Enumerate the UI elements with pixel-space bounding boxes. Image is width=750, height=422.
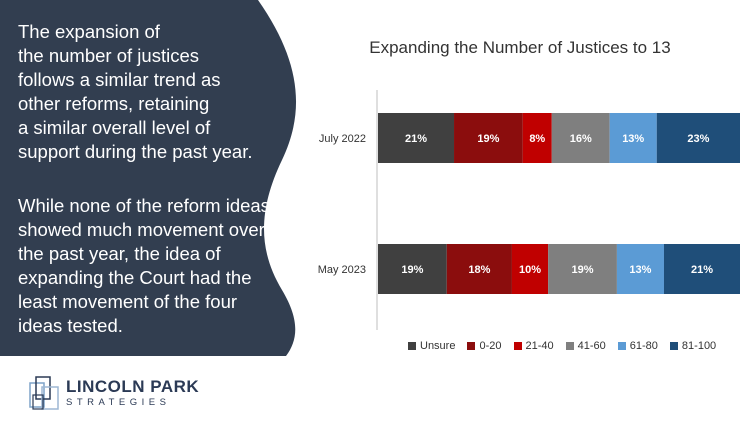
data-label: 16% xyxy=(570,133,592,145)
bar-segment xyxy=(548,244,617,294)
data-label: 8% xyxy=(529,133,545,145)
bar-segment xyxy=(616,244,664,294)
chart-legend: Unsure 0-20 21-40 41-60 61-80 81-100 xyxy=(408,340,716,352)
legend-swatch xyxy=(467,342,476,350)
legend-label: 41-60 xyxy=(577,340,606,352)
logo-name: LINCOLN PARK xyxy=(66,377,200,396)
data-label: 18% xyxy=(468,264,490,276)
text-panel-background xyxy=(0,0,297,356)
data-label: 21% xyxy=(405,133,427,145)
text-line: support during the past year. xyxy=(18,141,253,162)
bar-segment xyxy=(378,244,447,294)
legend-swatch xyxy=(513,342,522,350)
data-label: 19% xyxy=(477,133,499,145)
bar-segment xyxy=(446,244,512,294)
text-line: The expansion of xyxy=(18,21,160,42)
legend-item: 61-80 xyxy=(617,340,658,352)
legend-item: 41-60 xyxy=(565,340,606,352)
bar-segment xyxy=(522,113,552,163)
text-line: ideas tested. xyxy=(18,315,123,336)
bar-segment xyxy=(378,113,455,163)
legend-item: 0-20 xyxy=(467,340,502,352)
summary-paragraph-1: The expansion of the number of justices … xyxy=(18,20,288,164)
text-line: the number of justices xyxy=(18,45,199,66)
data-label: 19% xyxy=(401,264,423,276)
bar-segment xyxy=(609,113,657,163)
bar-segment xyxy=(551,113,610,163)
data-label: 21% xyxy=(691,264,713,276)
bar-segment xyxy=(454,113,523,163)
text-line: the past year, the idea of xyxy=(18,243,221,264)
summary-paragraph-2: While none of the reform ideas showed mu… xyxy=(18,194,288,338)
text-line: a similar overall level of xyxy=(18,117,211,138)
text-line: least movement of the four xyxy=(18,291,238,312)
legend-item: 21-40 xyxy=(513,340,554,352)
legend-item: Unsure xyxy=(408,340,455,352)
data-label: 13% xyxy=(622,133,644,145)
data-label: 10% xyxy=(519,264,541,276)
stacked-bar-chart: July 2022 21% 19% 8% 16% 13% 23% May 2023 19% 18%… xyxy=(318,90,740,330)
legend-swatch xyxy=(669,342,678,350)
bar-segment xyxy=(656,113,740,163)
legend-label: 0-20 xyxy=(479,340,502,352)
text-line: showed much movement over xyxy=(18,219,265,240)
category-label: May 2023 xyxy=(318,264,366,276)
bar-segment xyxy=(663,244,740,294)
legend-label: 61-80 xyxy=(629,340,658,352)
legend-label: 81-100 xyxy=(681,340,717,352)
text-line: expanding the Court had the xyxy=(18,267,252,288)
text-line: While none of the reform ideas xyxy=(18,195,270,216)
text-line: other reforms, retaining xyxy=(18,93,210,114)
data-label: 13% xyxy=(629,264,651,276)
chart-title: Expanding the Number of Justices to 13 xyxy=(369,38,671,57)
logo-subtitle: STRATEGIES xyxy=(66,397,171,408)
bar-segment xyxy=(511,244,549,294)
legend-swatch xyxy=(617,342,626,350)
category-label: July 2022 xyxy=(319,133,366,145)
legend-swatch xyxy=(408,342,416,350)
data-label: 19% xyxy=(572,264,594,276)
legend-swatch xyxy=(565,342,574,350)
legend-label: Unsure xyxy=(420,340,456,352)
legend-label: 21-40 xyxy=(525,340,554,352)
text-line: follows a similar trend as xyxy=(18,69,221,90)
data-label: 23% xyxy=(687,133,709,145)
legend-item: 81-100 xyxy=(669,340,717,352)
logo-mark-icon xyxy=(29,376,59,410)
